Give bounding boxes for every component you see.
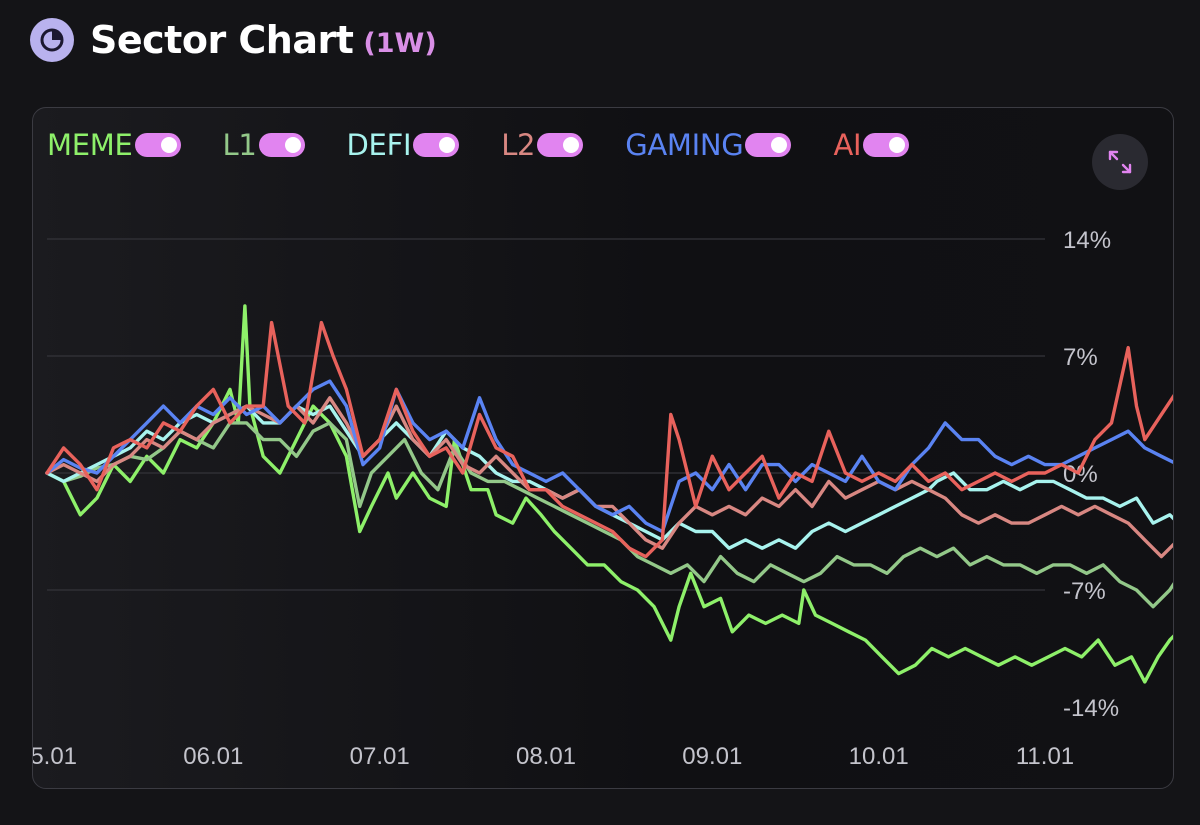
legend-label: L1 — [222, 128, 257, 162]
legend-item-ai[interactable]: AI — [833, 128, 910, 162]
legend-label: AI — [833, 128, 862, 162]
legend-label: DEFI — [346, 128, 412, 162]
series-toggle[interactable] — [413, 133, 460, 157]
y-tick-label: -7% — [1063, 578, 1106, 605]
period-label: (1W) — [363, 27, 437, 59]
series-toggle[interactable] — [258, 133, 305, 157]
y-tick-label: 0% — [1063, 461, 1098, 488]
legend-label: L2 — [501, 128, 536, 162]
x-tick-label: 09.01 — [682, 743, 742, 770]
pie-chart-icon — [30, 18, 74, 62]
toggle-knob — [160, 137, 177, 153]
series-line-ai — [45, 320, 1173, 559]
series-toggle[interactable] — [745, 133, 792, 157]
legend-item-gaming[interactable]: GAMING — [625, 128, 792, 162]
y-tick-label: 14% — [1063, 227, 1111, 254]
legend-item-l1[interactable]: L1 — [223, 128, 305, 162]
series-line-meme — [45, 304, 1173, 684]
x-tick-label: 10.01 — [849, 743, 909, 770]
chart-panel: MEME L1 DEFI L2 GAMING AI 14% 7% 0% -7% -14% 05.01… — [32, 107, 1174, 789]
series-toggle[interactable] — [863, 133, 910, 157]
y-tick-label: -14% — [1063, 695, 1119, 722]
toggle-knob — [889, 137, 906, 153]
y-tick-label: 7% — [1063, 344, 1098, 371]
legend-label: GAMING — [625, 128, 744, 162]
x-tick-label: 07.01 — [350, 743, 410, 770]
toggle-knob — [771, 137, 788, 153]
legend-label: MEME — [47, 128, 133, 162]
expand-icon — [1108, 150, 1132, 174]
series-toggle[interactable] — [134, 133, 181, 157]
series-toggle[interactable] — [537, 133, 584, 157]
toggle-knob — [284, 137, 301, 153]
toggle-knob — [439, 137, 456, 153]
legend-item-meme[interactable]: MEME — [47, 128, 181, 162]
legend-item-defi[interactable]: DEFI — [347, 128, 460, 162]
page-title: Sector Chart — [90, 18, 354, 62]
series-line-gaming — [45, 379, 1173, 534]
x-tick-label: 05.01 — [33, 743, 77, 770]
legend-item-l2[interactable]: L2 — [501, 128, 584, 162]
x-tick-label: 06.01 — [183, 743, 243, 770]
plot-area: 14% 7% 0% -7% -14% 05.01 06.01 07.01 08.01 09.01 1… — [33, 227, 1173, 770]
toggle-knob — [563, 137, 580, 153]
x-tick-label: 08.01 — [516, 743, 576, 770]
expand-button[interactable] — [1092, 134, 1148, 190]
x-tick-label: 11.01 — [1016, 743, 1074, 770]
chart-legend: MEME L1 DEFI L2 GAMING AI — [47, 128, 951, 162]
chart-header: Sector Chart (1W) — [30, 14, 437, 66]
